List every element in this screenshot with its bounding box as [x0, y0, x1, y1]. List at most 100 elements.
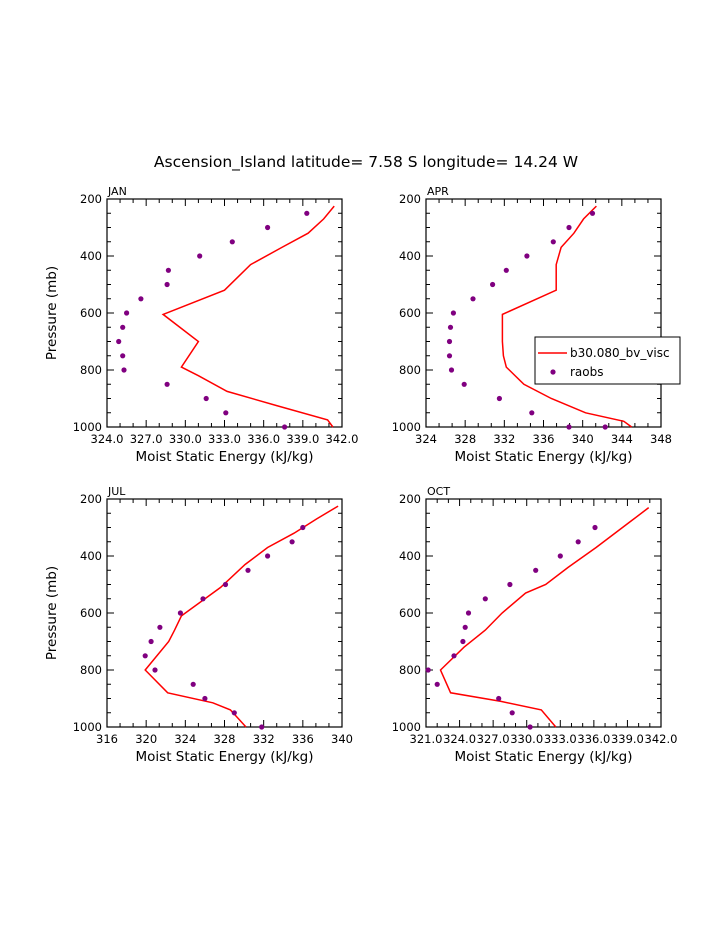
obs-point — [165, 267, 171, 273]
obs-point — [575, 539, 581, 545]
obs-point — [120, 324, 126, 330]
x-tick-label: 344 — [611, 432, 633, 446]
obs-point — [282, 424, 288, 430]
y-tick-label: 1000 — [73, 420, 102, 434]
x-tick-label: 340 — [331, 732, 353, 746]
x-tick-label: 339.0 — [286, 432, 319, 446]
x-tick-label: 328 — [454, 432, 476, 446]
x-tick-label: 328 — [214, 732, 236, 746]
x-tick-label: 324 — [174, 732, 196, 746]
x-axis-label: Moist Static Energy (kJ/kg) — [455, 449, 633, 465]
obs-point — [446, 353, 453, 359]
obs-point — [557, 553, 563, 559]
figure-title: Ascension_Island latitude= 7.58 S longit… — [154, 153, 578, 172]
obs-point — [121, 367, 127, 373]
x-tick-label: 333.0 — [544, 732, 577, 746]
y-axis-label: Pressure (mb) — [44, 266, 60, 360]
obs-point — [524, 253, 530, 259]
panel-label: OCT — [427, 485, 450, 498]
x-tick-label: 330.0 — [510, 732, 543, 746]
obs-point — [164, 381, 170, 387]
y-tick-label: 200 — [399, 192, 421, 206]
y-axis-label: Pressure (mb) — [44, 566, 60, 660]
obs-point — [527, 724, 533, 730]
obs-point — [177, 610, 183, 616]
y-tick-label: 400 — [399, 549, 421, 563]
obs-point — [142, 653, 148, 659]
x-tick-label: 336 — [292, 732, 314, 746]
obs-point — [447, 324, 454, 330]
y-tick-label: 600 — [399, 306, 421, 320]
obs-point — [300, 524, 306, 531]
obs-point — [451, 653, 457, 659]
y-tick-label: 800 — [80, 363, 102, 377]
obs-point — [462, 624, 468, 630]
panel-label: JUL — [107, 485, 126, 498]
obs-point — [289, 539, 295, 545]
x-tick-label: 320 — [135, 732, 157, 746]
obs-point — [550, 239, 556, 245]
obs-point — [482, 596, 488, 602]
x-tick-label: 324.0 — [443, 732, 476, 746]
panel-label: APR — [427, 185, 449, 198]
y-tick-label: 1000 — [392, 720, 421, 734]
y-tick-label: 1000 — [73, 720, 102, 734]
x-tick-label: 339.0 — [611, 732, 644, 746]
obs-point — [203, 395, 209, 402]
obs-point — [507, 581, 513, 588]
obs-point — [124, 310, 130, 316]
y-tick-label: 400 — [80, 549, 102, 563]
x-tick-label: 332 — [253, 732, 275, 746]
obs-point — [461, 381, 467, 387]
panel-oct: OCT 321.0 324.0 327.0 330.0 333.0 336.0 339.0 34… — [392, 485, 678, 765]
y-tick-label: 200 — [80, 192, 102, 206]
obs-point — [148, 638, 154, 645]
obs-point — [490, 281, 496, 288]
x-tick-label: 324.0 — [91, 432, 124, 446]
x-axis-label: Moist Static Energy (kJ/kg) — [136, 749, 314, 765]
obs-point — [450, 310, 456, 316]
obs-point — [448, 367, 455, 373]
obs-point — [190, 681, 196, 687]
legend-model-label: b30.080_bv_visc — [570, 346, 670, 360]
x-tick-label: 327.0 — [130, 432, 163, 446]
x-tick-label: 327.0 — [477, 732, 510, 746]
y-tick-label: 800 — [399, 663, 421, 677]
x-tick-label: 332 — [493, 432, 515, 446]
y-tick-label: 800 — [80, 663, 102, 677]
x-tick-label: 336.0 — [247, 432, 280, 446]
x-tick-label: 340 — [572, 432, 594, 446]
obs-point — [470, 296, 476, 302]
y-tick-label: 800 — [399, 363, 421, 377]
obs-point — [197, 253, 203, 259]
panel-apr: APR 324 328 332 336 340 344 348 200 400 600 800 1000… — [392, 185, 681, 465]
panel-jan: JAN 324.0 327.0 330.0 333.0 336.0 339.0 342.0 20… — [44, 185, 358, 465]
x-tick-label: 316 — [96, 732, 118, 746]
x-axis-label: Moist Static Energy (kJ/kg) — [455, 749, 633, 765]
obs-point — [533, 567, 539, 573]
obs-point — [592, 524, 598, 531]
obs-point — [116, 338, 122, 345]
obs-point — [231, 710, 237, 716]
series-line-model — [439, 507, 650, 728]
obs-point — [425, 667, 431, 673]
obs-point — [434, 681, 440, 687]
obs-point — [202, 695, 208, 702]
y-tick-label: 200 — [80, 492, 102, 506]
x-tick-label: 324 — [415, 432, 437, 446]
x-tick-label: 333.0 — [208, 432, 241, 446]
obs-point — [566, 224, 572, 231]
obs-point — [229, 239, 235, 245]
obs-point — [304, 210, 310, 216]
series-line-model — [144, 505, 339, 728]
obs-point — [509, 710, 515, 716]
obs-point — [152, 667, 158, 673]
y-tick-label: 1000 — [392, 420, 421, 434]
obs-point — [164, 281, 170, 288]
y-tick-label: 600 — [399, 606, 421, 620]
obs-point — [245, 567, 251, 573]
obs-point — [265, 224, 271, 231]
x-tick-label: 330.0 — [169, 432, 202, 446]
